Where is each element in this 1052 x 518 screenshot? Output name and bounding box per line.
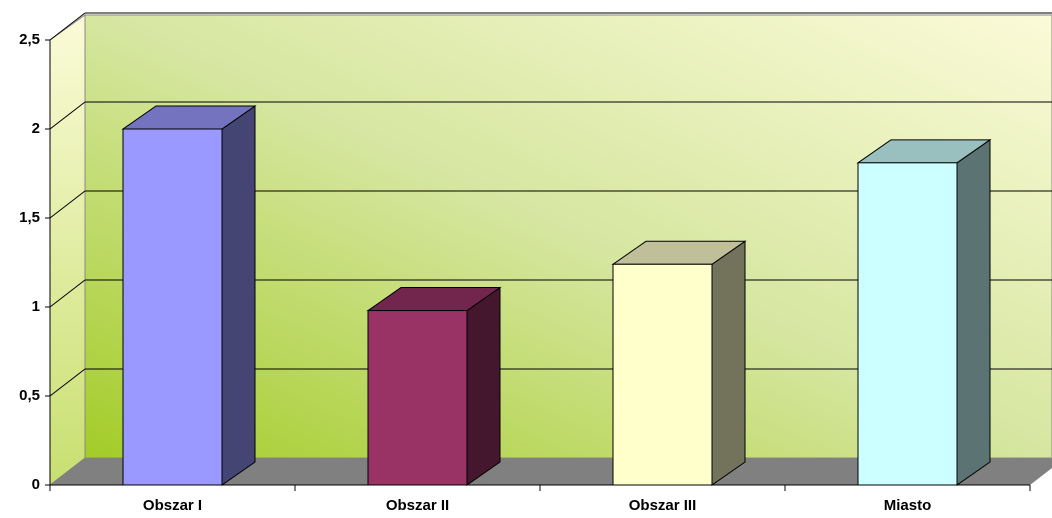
grid-line-side <box>49 12 86 41</box>
bar-side <box>221 105 256 486</box>
y-tick-label: 1,5 <box>19 209 40 226</box>
floor-corner <box>1030 468 1052 485</box>
grid-line-side <box>49 279 86 308</box>
floor <box>50 458 1052 485</box>
bar <box>857 162 958 486</box>
y-tick-label: 0 <box>32 476 40 493</box>
grid-line-side <box>49 368 86 397</box>
grid-line-side <box>49 101 86 130</box>
x-tick-label: Obszar II <box>386 497 449 514</box>
y-tick-label: 2 <box>32 120 40 137</box>
bar <box>367 310 468 486</box>
grid-line-side <box>49 190 86 219</box>
x-tick-label: Obszar I <box>143 497 202 514</box>
bar-side <box>711 240 746 486</box>
bar-side <box>466 286 501 486</box>
x-tick-label: Miasto <box>884 497 932 514</box>
x-tick-label: Obszar III <box>629 497 697 514</box>
y-tick-label: 2,5 <box>19 31 40 48</box>
y-tick-label: 1 <box>32 298 40 315</box>
bar <box>122 128 223 486</box>
y-tick-label: 0,5 <box>19 387 40 404</box>
side-wall <box>49 14 86 487</box>
bar-side <box>956 138 991 486</box>
bar <box>612 263 713 486</box>
